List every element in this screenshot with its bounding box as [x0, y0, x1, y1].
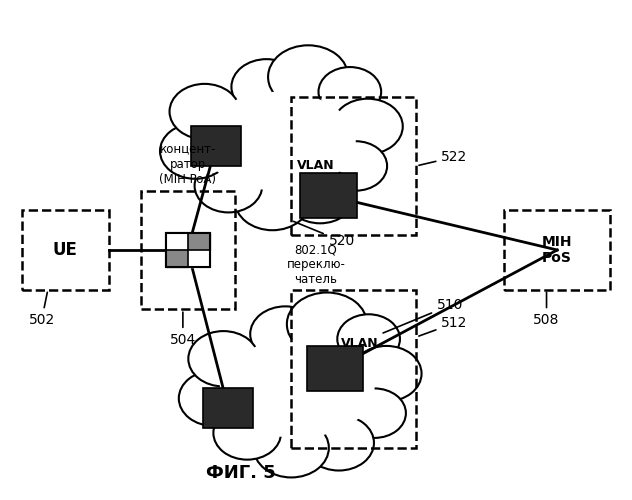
- FancyBboxPatch shape: [166, 232, 209, 268]
- Circle shape: [337, 314, 400, 364]
- Circle shape: [250, 306, 320, 362]
- Text: ФИГ. 5: ФИГ. 5: [206, 464, 276, 482]
- Text: 508: 508: [533, 292, 560, 327]
- Circle shape: [253, 418, 329, 478]
- Circle shape: [324, 141, 387, 190]
- Circle shape: [285, 168, 355, 224]
- Ellipse shape: [201, 92, 356, 190]
- Text: 502: 502: [28, 292, 55, 327]
- Circle shape: [351, 346, 422, 402]
- Circle shape: [179, 370, 249, 426]
- Text: 512: 512: [419, 316, 468, 336]
- Text: 504: 504: [170, 312, 196, 347]
- Ellipse shape: [220, 339, 375, 438]
- Circle shape: [235, 171, 310, 230]
- Text: 520: 520: [293, 222, 355, 248]
- Circle shape: [332, 98, 403, 154]
- Circle shape: [188, 331, 258, 386]
- Circle shape: [304, 415, 374, 470]
- Text: 802.1Q
переклю-
чатель: 802.1Q переклю- чатель: [286, 244, 346, 286]
- Text: VLAN: VLAN: [297, 160, 335, 172]
- Text: VLAN: VLAN: [341, 338, 379, 350]
- Ellipse shape: [202, 324, 392, 452]
- Circle shape: [231, 59, 301, 114]
- Text: концент-
ратор
(MIH PoA): концент- ратор (MIH PoA): [159, 142, 216, 186]
- Circle shape: [287, 292, 367, 356]
- Ellipse shape: [183, 77, 374, 206]
- Circle shape: [343, 388, 406, 438]
- Circle shape: [268, 46, 348, 108]
- Circle shape: [160, 124, 230, 179]
- Text: 522: 522: [419, 150, 468, 166]
- Circle shape: [195, 159, 262, 212]
- Circle shape: [319, 67, 381, 116]
- Polygon shape: [166, 250, 188, 268]
- Circle shape: [169, 84, 240, 139]
- FancyBboxPatch shape: [307, 346, 363, 391]
- Circle shape: [214, 406, 281, 460]
- Text: 510: 510: [383, 298, 463, 333]
- Polygon shape: [166, 232, 188, 250]
- Polygon shape: [188, 250, 209, 268]
- FancyBboxPatch shape: [300, 174, 356, 218]
- Text: UE: UE: [53, 241, 78, 259]
- Text: MIH
PoS: MIH PoS: [542, 235, 573, 265]
- Polygon shape: [188, 232, 209, 250]
- FancyBboxPatch shape: [204, 388, 253, 428]
- FancyBboxPatch shape: [191, 126, 241, 166]
